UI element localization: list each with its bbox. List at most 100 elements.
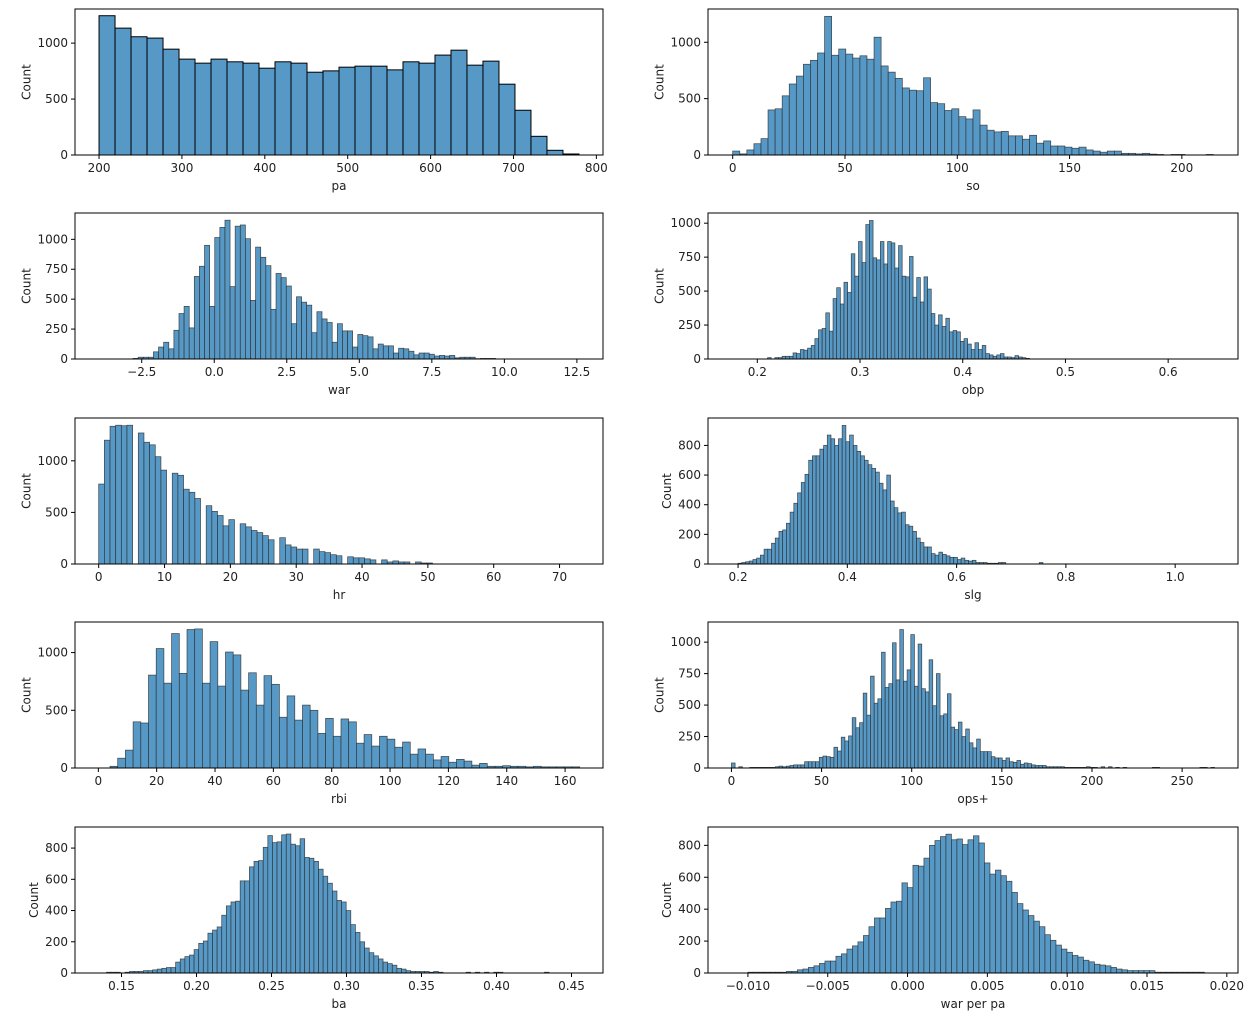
histogram-bar xyxy=(373,955,379,974)
histogram-bar xyxy=(1023,762,1029,769)
histogram-bar xyxy=(731,762,736,769)
histogram-bar xyxy=(850,253,856,360)
histogram-bar xyxy=(871,468,876,565)
y-tick-label: 250 xyxy=(678,318,701,332)
histogram-bar xyxy=(945,555,951,565)
bars xyxy=(767,220,1030,360)
histogram-bar xyxy=(958,721,963,769)
histogram-bar xyxy=(956,331,961,360)
histogram-bar xyxy=(873,702,879,769)
histogram-bar xyxy=(954,729,959,769)
histogram-bar xyxy=(890,242,896,360)
histogram-bar xyxy=(306,71,324,156)
histogram-bar xyxy=(161,967,167,974)
x-tick-label: 60 xyxy=(486,570,501,584)
histogram-bar xyxy=(322,70,340,156)
histogram-bar xyxy=(830,960,837,974)
x-tick-label: 0.015 xyxy=(1130,979,1164,993)
histogram-bar xyxy=(175,961,181,974)
histogram-bar xyxy=(859,55,868,156)
histogram-bar xyxy=(894,77,903,156)
histogram-bar xyxy=(228,519,235,565)
bars xyxy=(98,424,433,565)
x-tick-label: 250 xyxy=(1171,774,1194,788)
histogram-bar xyxy=(386,738,396,769)
histogram-bar xyxy=(901,882,908,974)
x-tick-label: 150 xyxy=(990,774,1013,788)
histogram-bar xyxy=(209,641,219,769)
histogram-bar xyxy=(1057,145,1066,156)
histogram-bar xyxy=(1105,965,1112,974)
histogram-bar xyxy=(905,524,910,565)
histogram-bar xyxy=(938,314,943,360)
histogram-bar xyxy=(882,489,888,565)
axes-frame xyxy=(707,212,1239,360)
histogram-bar xyxy=(1014,355,1019,360)
histogram-bar xyxy=(148,674,157,769)
histogram-bar xyxy=(789,511,795,565)
histogram-bar xyxy=(931,553,936,565)
y-axis-label: Count xyxy=(653,64,667,100)
histogram-bar xyxy=(311,332,318,360)
histogram-bar xyxy=(945,833,952,974)
histogram-bar xyxy=(1007,135,1016,156)
y-tick-label: 600 xyxy=(678,870,701,884)
histogram-bar xyxy=(394,746,403,769)
bars xyxy=(98,15,580,156)
histogram-panel-hr: 0 10 20 30 40 50 60 70 0 500 1000 hr Count xyxy=(20,417,604,602)
histogram-bar xyxy=(382,961,389,974)
x-tick-label: 0.4 xyxy=(838,570,857,584)
histogram-bar xyxy=(216,926,223,974)
histogram-bar xyxy=(398,347,405,360)
histogram-bar xyxy=(1114,150,1122,156)
histogram-bar xyxy=(313,861,319,974)
x-tick-label: 70 xyxy=(552,570,567,584)
histogram-bar xyxy=(949,556,955,565)
histogram-bar xyxy=(327,882,333,974)
axes-frame xyxy=(74,826,604,974)
bars xyxy=(109,628,581,769)
histogram-bar xyxy=(979,124,988,156)
histogram-bar xyxy=(1043,140,1052,156)
histogram-bar xyxy=(932,705,937,769)
histogram-bar xyxy=(986,129,995,156)
histogram-bar xyxy=(126,424,133,565)
histogram-panel-so: 0 50 100 150 200 0 500 1000 so Count xyxy=(653,8,1239,193)
histogram-bar xyxy=(456,758,465,769)
y-tick-label: 500 xyxy=(678,284,701,298)
histogram-bar xyxy=(824,15,832,156)
histogram-bar xyxy=(295,845,301,974)
histogram-bar xyxy=(313,548,320,565)
histogram-bar xyxy=(989,873,996,974)
histogram-bar xyxy=(331,341,338,360)
y-tick-label: 0 xyxy=(693,352,701,366)
histogram-bar xyxy=(930,102,939,156)
histogram-bar xyxy=(760,554,765,565)
histogram-bar xyxy=(209,305,216,360)
histogram-bar xyxy=(901,275,907,360)
x-tick-label: 800 xyxy=(585,161,608,175)
histogram-bar xyxy=(829,756,835,769)
histogram-bar xyxy=(372,348,379,360)
histogram-bar xyxy=(818,329,823,360)
histogram-bar xyxy=(281,834,287,974)
x-axis-label: ops+ xyxy=(957,792,988,806)
histogram-bar xyxy=(146,37,164,156)
y-tick-label: 1000 xyxy=(37,36,68,50)
histogram-panel-obp: 0.2 0.3 0.4 0.5 0.6 0 250 500 750 1000 obp Count xyxy=(653,212,1239,397)
histogram-bar xyxy=(325,718,334,769)
y-tick-label: 600 xyxy=(678,468,701,482)
histogram-bar xyxy=(819,963,826,974)
histogram-bar xyxy=(262,535,269,565)
y-tick-label: 0 xyxy=(60,148,68,162)
histogram-bar xyxy=(235,900,241,974)
histogram-bar xyxy=(345,910,352,974)
histogram-bar xyxy=(387,963,393,974)
axes-frame xyxy=(707,621,1239,769)
histogram-bar xyxy=(815,761,820,769)
histogram-bar xyxy=(936,673,941,769)
histogram-bar xyxy=(807,761,813,769)
y-axis-label: Count xyxy=(20,268,34,304)
histogram-bar xyxy=(1039,926,1046,974)
histogram-bar xyxy=(347,330,353,360)
